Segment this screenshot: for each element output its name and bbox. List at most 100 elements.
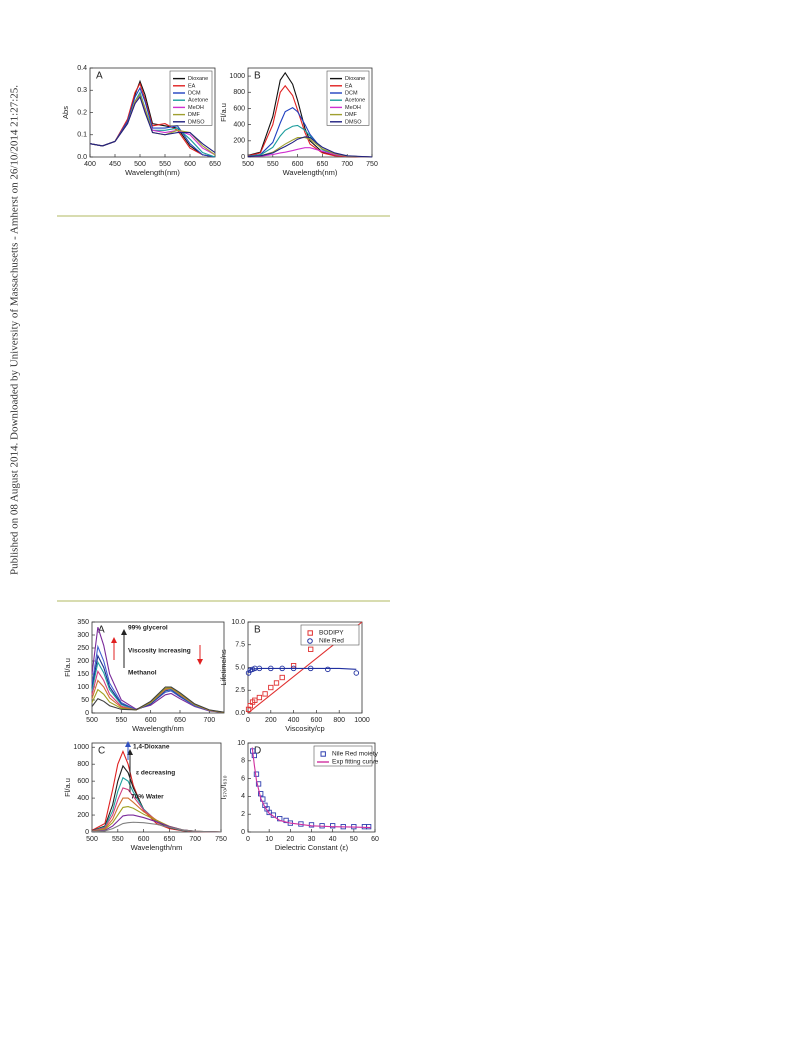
y-tick-label: 0.2 (77, 109, 87, 116)
legend-label: Nile Red moiety (332, 751, 379, 758)
legend-label: MeOH (188, 105, 204, 111)
legend-label: MeOH (345, 105, 361, 111)
y-tick-label: 600 (77, 778, 89, 785)
panel-letter: D (254, 746, 261, 757)
x-tick-label: 40 (329, 836, 337, 843)
x-tick-label: 600 (292, 161, 304, 168)
legend-label: Exp fitting curve (332, 759, 379, 766)
y-tick-label: 800 (233, 89, 245, 96)
x-tick-label: 650 (164, 836, 176, 843)
legend-label: Acetone (188, 98, 208, 104)
y-tick-label: 10 (237, 740, 245, 747)
data-point (245, 706, 252, 713)
x-tick-label: 550 (159, 161, 171, 168)
y-tick-label: 0 (241, 829, 245, 836)
panel-letter: A (96, 71, 103, 82)
x-tick-label: 700 (203, 717, 215, 724)
x-axis-label: Viscosity/cp (285, 724, 324, 733)
x-tick-label: 50 (350, 836, 358, 843)
y-tick-label: 200 (233, 138, 245, 145)
x-axis-label: Dielectric Constant (ε) (275, 843, 349, 852)
chart: 0 200 400 600 800 1000 0.0 2.5 5.0 7.5 10.0 Viscosi… (219, 619, 370, 733)
y-tick-label: 200 (77, 812, 89, 819)
y-tick-label: 400 (77, 795, 89, 802)
data-line (247, 84, 373, 158)
y-tick-label: 4 (241, 793, 245, 800)
legend-label: DMSO (345, 119, 362, 125)
panel-letter: A (98, 625, 105, 636)
data-point (252, 697, 258, 703)
data-point (283, 817, 289, 824)
y-tick-label: 2.5 (235, 687, 245, 694)
y-tick-label: 6 (241, 775, 245, 782)
data-point (308, 822, 315, 828)
y-tick-label: 8 (241, 758, 245, 765)
x-tick-label: 30 (308, 836, 316, 843)
y-tick-label: 0 (85, 829, 89, 836)
data-point (353, 670, 360, 676)
download-notice: Published on 08 August 2014. Downloaded … (9, 85, 21, 575)
x-tick-label: 550 (267, 161, 279, 168)
data-point (255, 781, 262, 787)
data-point (262, 691, 268, 697)
data-line (247, 137, 373, 158)
x-tick-label: 750 (215, 836, 227, 843)
x-tick-label: 1000 (354, 717, 370, 724)
annotation: 1,4-Dioxane (133, 744, 170, 751)
data-point (253, 771, 260, 777)
plot-frame (91, 621, 225, 714)
x-tick-label: 500 (134, 161, 146, 168)
y-axis-label: Lifetime/ns (219, 649, 228, 686)
legend-label: DMF (345, 112, 358, 118)
data-point (279, 674, 285, 681)
data-line (247, 136, 373, 158)
y-tick-label: 5.0 (235, 664, 245, 671)
y-tick-label: 0.3 (77, 87, 87, 94)
x-axis-label: Wavelength/nm (132, 724, 184, 733)
x-axis-label: Wavelength/nm (131, 843, 183, 852)
legend-box (169, 70, 213, 126)
y-tick-label: 0.0 (77, 154, 87, 161)
panel-letter: C (98, 746, 105, 757)
x-tick-label: 550 (112, 836, 124, 843)
legend-label: DCM (345, 90, 358, 96)
legend-label: BODIPY (319, 630, 344, 637)
data-line (91, 806, 222, 833)
data-line (251, 747, 371, 829)
data-point (325, 666, 331, 673)
x-tick-label: 600 (145, 717, 157, 724)
data-point (268, 684, 274, 691)
data-line (91, 686, 225, 713)
x-tick-label: 650 (317, 161, 329, 168)
y-axis-label: Fl/a.u (63, 658, 72, 677)
y-tick-label: 0.4 (77, 65, 87, 72)
data-point (330, 823, 336, 829)
x-tick-label: 450 (109, 161, 121, 168)
y-tick-label: 0.0 (235, 710, 245, 717)
y-tick-label: 1000 (73, 744, 89, 751)
x-tick-label: 550 (115, 717, 127, 724)
data-line (91, 821, 222, 833)
y-tick-label: 800 (77, 761, 89, 768)
x-tick-label: 0 (246, 836, 250, 843)
y-axis-label: Fl/a.u (219, 103, 228, 122)
plot-frame (91, 742, 222, 833)
x-tick-label: 10 (265, 836, 273, 843)
panel-letter: B (254, 71, 261, 82)
legend-box (313, 745, 373, 767)
y-tick-label: 350 (77, 619, 89, 626)
data-line (91, 654, 225, 714)
annotation: ε decreasing (136, 770, 175, 777)
legend-label: DMSO (188, 119, 205, 125)
y-tick-label: 300 (77, 632, 89, 639)
y-tick-label: 200 (77, 658, 89, 665)
legend-box (300, 624, 360, 646)
y-tick-label: 0.1 (77, 132, 87, 139)
annotation: 70% Water (131, 794, 164, 801)
x-tick-label: 20 (286, 836, 294, 843)
data-line (247, 667, 357, 674)
chart: 400 450 500 550 600 650 0.0 0.1 0.2 0.3 0.4 Wavelen… (61, 65, 221, 177)
chart: 500 550 600 650 700 750 0 200 400 600 800 1000 Wavel… (63, 741, 227, 852)
legend-label: Nile Red (319, 638, 344, 645)
